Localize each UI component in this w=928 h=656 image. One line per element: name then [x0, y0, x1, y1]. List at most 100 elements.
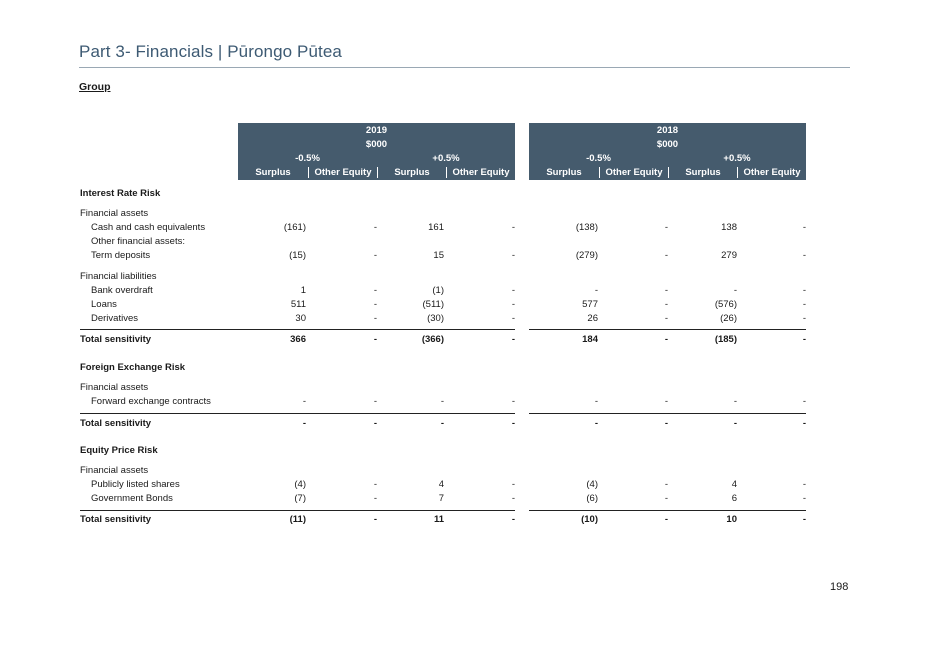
- cell-equity-minus-2019: -: [373, 313, 377, 324]
- total-rule-right: [529, 329, 806, 330]
- cell-surplus-minus-2018: -: [594, 418, 598, 429]
- cell-surplus-plus-2019: (1): [432, 285, 444, 296]
- header-col-other-equity: Other Equity: [737, 167, 806, 178]
- total-rule-left: [80, 413, 515, 414]
- cell-equity-plus-2018: -: [802, 313, 806, 324]
- page-title: Part 3- Financials | Pūrongo Pūtea: [79, 42, 342, 61]
- row-label: Publicly listed shares: [91, 479, 180, 490]
- subheading-row: Financial assets: [0, 382, 928, 395]
- cell-equity-minus-2018: -: [664, 222, 668, 233]
- section-heading-text: Foreign Exchange Risk: [80, 362, 186, 373]
- subheading-text: Financial assets: [80, 465, 149, 476]
- group-label: Group: [79, 81, 111, 93]
- cell-equity-plus-2019: -: [511, 222, 515, 233]
- table-row: Cash and cash equivalents (161) - 161 - (138)…: [0, 222, 928, 235]
- total-label: Total sensitivity: [80, 418, 152, 429]
- cell-surplus-minus-2018: 184: [582, 334, 598, 345]
- cell-equity-plus-2018: -: [802, 479, 806, 490]
- cell-surplus-plus-2019: 4: [438, 479, 444, 490]
- subheading-text: Financial assets: [80, 208, 149, 219]
- cell-surplus-plus-2018: (185): [714, 334, 737, 345]
- cell-surplus-plus-2018: -: [733, 418, 737, 429]
- row-label: Government Bonds: [91, 493, 173, 504]
- row-label: Bank overdraft: [91, 285, 153, 296]
- cell-equity-minus-2018: -: [664, 479, 668, 490]
- cell-surplus-plus-2019: 11: [433, 514, 444, 525]
- total-rule-right: [529, 510, 806, 511]
- page-number: 198: [830, 581, 849, 593]
- cell-equity-plus-2019: -: [511, 493, 515, 504]
- cell-equity-minus-2018: -: [664, 396, 668, 407]
- cell-surplus-minus-2019: 366: [290, 334, 306, 345]
- cell-surplus-plus-2018: -: [733, 285, 737, 296]
- table-row: Derivatives 30 - (30) - 26 - (26) -: [0, 313, 928, 326]
- subheading-row: Financial assets: [0, 465, 928, 478]
- cell-surplus-plus-2019: 7: [438, 493, 444, 504]
- header-plus-2018: +0.5%: [723, 153, 751, 164]
- row-label: Cash and cash equivalents: [91, 222, 206, 233]
- cell-surplus-minus-2019: (4): [294, 479, 306, 490]
- cell-surplus-minus-2018: 26: [587, 313, 598, 324]
- subheading-text: Other financial assets:: [91, 236, 185, 247]
- cell-surplus-plus-2019: (511): [422, 299, 444, 310]
- cell-equity-minus-2018: -: [664, 418, 668, 429]
- cell-surplus-minus-2019: -: [302, 396, 306, 407]
- total-label: Total sensitivity: [80, 334, 152, 345]
- cell-equity-minus-2018: -: [664, 285, 668, 296]
- cell-surplus-minus-2018: (279): [575, 250, 598, 261]
- section-heading-text: Interest Rate Risk: [80, 188, 161, 199]
- subheading-row: Other financial assets:: [0, 236, 928, 249]
- cell-surplus-minus-2019: 30: [295, 313, 306, 324]
- header-2019: 2019 $000 -0.5% +0.5% Surplus Other Equi…: [238, 123, 515, 180]
- cell-equity-minus-2018: -: [664, 334, 668, 345]
- cell-equity-plus-2019: -: [511, 299, 515, 310]
- cell-equity-plus-2019: -: [511, 285, 515, 296]
- cell-surplus-minus-2018: (10): [581, 514, 598, 525]
- cell-surplus-plus-2019: 15: [433, 250, 444, 261]
- cell-equity-minus-2018: -: [664, 493, 668, 504]
- cell-equity-minus-2018: -: [664, 250, 668, 261]
- header-unit-2019: $000: [365, 139, 388, 150]
- cell-equity-plus-2019: -: [511, 396, 515, 407]
- cell-equity-plus-2019: -: [511, 250, 515, 261]
- cell-surplus-plus-2018: 6: [731, 493, 737, 504]
- cell-surplus-plus-2019: 161: [428, 222, 444, 233]
- cell-equity-plus-2019: -: [511, 479, 515, 490]
- cell-equity-minus-2019: -: [373, 299, 377, 310]
- cell-equity-minus-2018: -: [664, 313, 668, 324]
- total-row: Total sensitivity (11) - 11 - (10) - 10 -: [0, 514, 928, 527]
- cell-equity-minus-2019: -: [373, 285, 377, 296]
- cell-equity-plus-2019: -: [511, 334, 515, 345]
- cell-surplus-minus-2019: -: [302, 418, 306, 429]
- cell-surplus-minus-2018: -: [594, 396, 598, 407]
- cell-equity-plus-2019: -: [511, 418, 515, 429]
- cell-equity-minus-2019: -: [373, 222, 377, 233]
- section-heading: Foreign Exchange Risk: [0, 362, 928, 375]
- table-row: Government Bonds (7) - 7 - (6) - 6 -: [0, 493, 928, 506]
- header-unit-2018: $000: [656, 139, 679, 150]
- cell-surplus-minus-2019: 511: [290, 299, 306, 310]
- cell-equity-minus-2018: -: [664, 299, 668, 310]
- cell-surplus-minus-2019: (15): [289, 250, 306, 261]
- cell-equity-minus-2019: -: [373, 479, 377, 490]
- header-2018: 2018 $000 -0.5% +0.5% Surplus Other Equi…: [529, 123, 806, 180]
- cell-surplus-minus-2019: (11): [289, 514, 306, 525]
- total-rule-right: [529, 413, 806, 414]
- header-plus-2019: +0.5%: [432, 153, 460, 164]
- cell-surplus-minus-2018: (6): [586, 493, 598, 504]
- header-minus-2018: -0.5%: [586, 153, 611, 164]
- table-row: Bank overdraft 1 - (1) - - - - -: [0, 285, 928, 298]
- section-heading-text: Equity Price Risk: [80, 445, 158, 456]
- cell-equity-plus-2018: -: [802, 418, 806, 429]
- cell-equity-plus-2018: -: [802, 493, 806, 504]
- table-row: Forward exchange contracts - - - - - - - -: [0, 396, 928, 409]
- header-col-other-equity: Other Equity: [308, 167, 377, 178]
- cell-equity-plus-2018: -: [802, 334, 806, 345]
- cell-equity-minus-2019: -: [373, 396, 377, 407]
- total-row: Total sensitivity - - - - - - - -: [0, 418, 928, 431]
- cell-surplus-plus-2019: -: [440, 396, 444, 407]
- cell-surplus-plus-2019: (30): [427, 313, 444, 324]
- header-col-other-equity: Other Equity: [599, 167, 668, 178]
- section-heading: Equity Price Risk: [0, 445, 928, 458]
- cell-surplus-plus-2019: -: [440, 418, 444, 429]
